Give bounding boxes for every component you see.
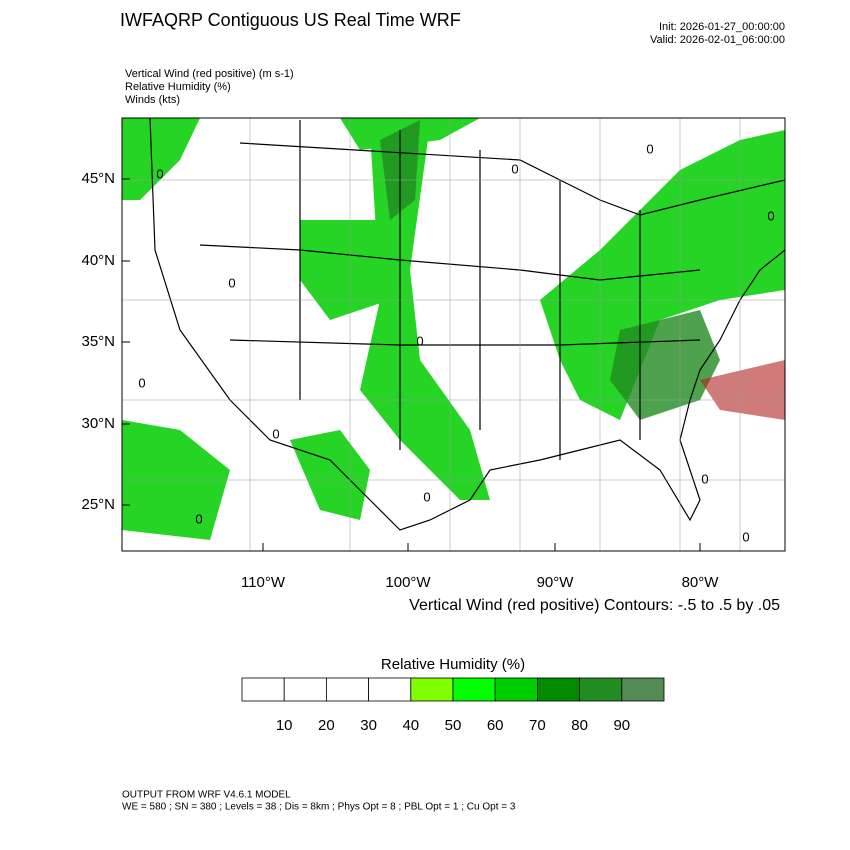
colorbar-tick-label: 50 xyxy=(445,717,462,734)
colorbar-box xyxy=(452,677,496,702)
field-label: Vertical Wind (red positive) (m s-1) xyxy=(125,68,294,80)
footer-line: WE = 580 ; SN = 380 ; Levels = 38 ; Dis … xyxy=(122,802,516,813)
lat-label: 25°N xyxy=(81,496,115,513)
colorbar-box xyxy=(241,677,285,702)
contour-label: 0 xyxy=(646,141,653,156)
footer-line: OUTPUT FROM WRF V4.6.1 MODEL xyxy=(122,790,291,801)
init-time: Init: 2026-01-27_00:00:00 xyxy=(659,21,785,33)
contour-label: 0 xyxy=(228,275,235,290)
colorbar-tick-label: 90 xyxy=(613,717,630,734)
colorbar-title: Relative Humidity (%) xyxy=(381,656,525,673)
lon-axis: 110°W 100°W 90°W 80°W xyxy=(241,543,719,591)
lon-label: 90°W xyxy=(537,574,575,591)
colorbar-box xyxy=(325,677,369,702)
lon-label: 80°W xyxy=(682,574,720,591)
contour-note: Vertical Wind (red positive) Contours: -… xyxy=(409,597,780,614)
map: 0 0 0 0 0 0 0 0 0 0 0 0 xyxy=(122,118,785,551)
contour-label: 0 xyxy=(272,426,279,441)
colorbar-tick-label: 10 xyxy=(276,717,293,734)
contour-label: 0 xyxy=(742,529,749,544)
colorbar-tick-label: 40 xyxy=(402,717,419,734)
contour-label: 0 xyxy=(416,333,423,348)
lat-axis: 45°N 40°N 35°N 30°N 25°N xyxy=(81,170,130,513)
colorbar-tick-label: 80 xyxy=(571,717,588,734)
contour-label: 0 xyxy=(195,511,202,526)
field-label: Relative Humidity (%) xyxy=(125,81,231,93)
colorbar-box xyxy=(494,677,538,702)
title: IWFAQRP Contiguous US Real Time WRF xyxy=(120,10,461,30)
colorbar-tick-label: 30 xyxy=(360,717,377,734)
colorbar-box xyxy=(410,677,454,702)
lat-label: 45°N xyxy=(81,170,115,187)
colorbar-tick-label: 60 xyxy=(487,717,504,734)
lon-label: 100°W xyxy=(385,574,431,591)
colorbar-box xyxy=(537,677,581,702)
lon-label: 110°W xyxy=(241,574,286,591)
map-frame xyxy=(121,117,786,552)
valid-time: Valid: 2026-02-01_06:00:00 xyxy=(650,34,785,46)
colorbar-box xyxy=(368,677,412,702)
field-label: Winds (kts) xyxy=(125,94,180,106)
lat-label: 40°N xyxy=(81,252,115,269)
lat-label: 30°N xyxy=(81,415,115,432)
colorbar-box xyxy=(621,677,665,702)
colorbar-box xyxy=(579,677,623,702)
contour-label: 0 xyxy=(138,375,145,390)
contour-label: 0 xyxy=(511,161,518,176)
contour-label: 0 xyxy=(767,208,774,223)
colorbar-tick-label: 20 xyxy=(318,717,335,734)
colorbar-box xyxy=(283,677,327,702)
contour-label: 0 xyxy=(423,489,430,504)
colorbar: 10 20 30 40 50 60 70 80 90 xyxy=(241,677,665,734)
colorbar-tick-label: 70 xyxy=(529,717,546,734)
contour-label: 0 xyxy=(701,471,708,486)
lat-label: 35°N xyxy=(81,333,115,350)
contour-label: 0 xyxy=(156,166,163,181)
